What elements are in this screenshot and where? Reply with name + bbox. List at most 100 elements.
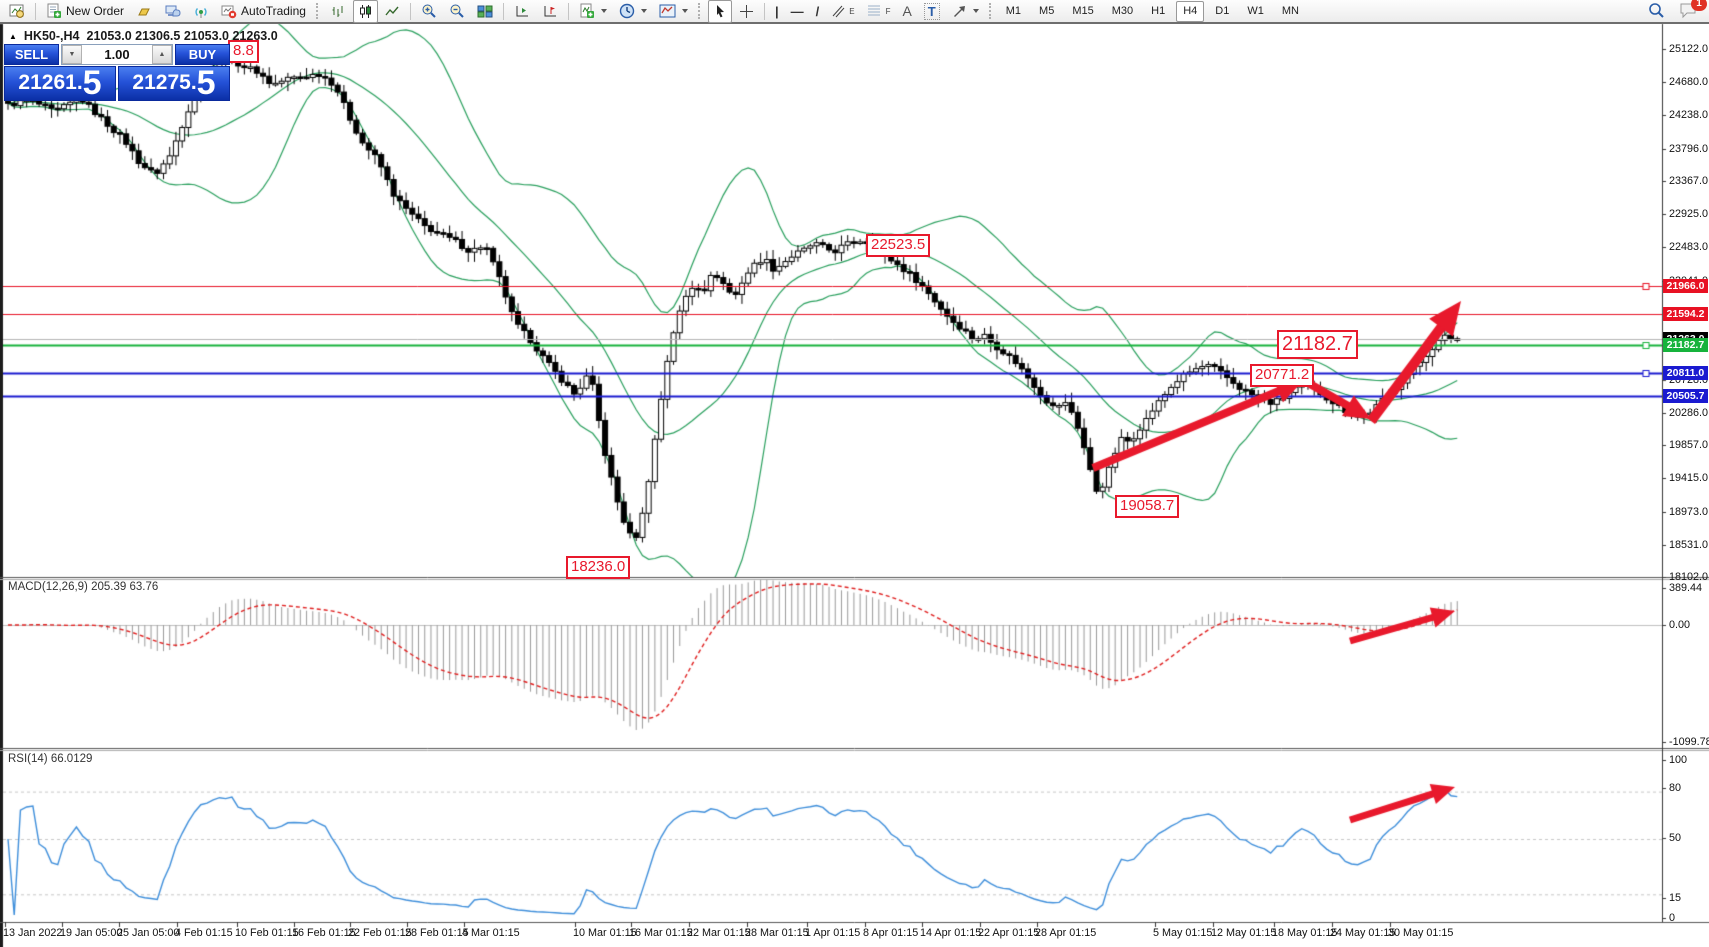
signals-button[interactable] (188, 0, 214, 23)
timeframe-button-M5[interactable]: M5 (1039, 4, 1055, 17)
text-label-tool[interactable]: T (919, 0, 945, 23)
time-axis-label: 10 Feb 01:15 (235, 927, 299, 939)
search-icon[interactable] (1648, 2, 1665, 19)
rsi-axis-tick: 50 (1669, 832, 1682, 844)
timeframe-button-W1[interactable]: W1 (1247, 4, 1264, 17)
text-label-icon: T (923, 2, 940, 20)
timeframe-button-M30[interactable]: M30 (1111, 4, 1134, 17)
timeframe-button-MN[interactable]: MN (1281, 4, 1299, 17)
channel-e-glyph: E (849, 6, 855, 16)
timeframe-button-H1[interactable]: H1 (1151, 4, 1166, 17)
tile-windows-button[interactable] (472, 0, 498, 23)
channel-tool[interactable]: E (826, 0, 859, 23)
horizontal-line-tool[interactable]: — (786, 0, 809, 23)
virtual-hosting-button[interactable] (159, 0, 186, 23)
price-axis-tick: 25122.0 (1669, 43, 1709, 55)
lot-increase-button[interactable]: ▲ (152, 45, 172, 64)
candlestick-chart-button[interactable] (352, 0, 378, 23)
vertical-line-tool[interactable]: | (770, 0, 784, 23)
timeframe-button-D1[interactable]: D1 (1215, 4, 1230, 17)
crosshair-icon (739, 4, 753, 18)
hosting-cloud-icon (165, 5, 181, 16)
price-annotation: 21182.7 (1277, 330, 1358, 359)
price-axis-badge: 21182.7 (1663, 338, 1708, 353)
buy-price[interactable]: 21275. 5 (118, 66, 230, 101)
sell-button[interactable]: SELL (4, 44, 59, 65)
zoom-out-icon (450, 4, 464, 18)
zoom-out-button[interactable] (444, 0, 470, 23)
price-axis-tick: 24680.0 (1669, 76, 1709, 89)
trendline-tool[interactable]: / (811, 0, 825, 23)
time-axis-label: 12 May 01:15 (1211, 927, 1277, 939)
time-axis-label: 1 Apr 01:15 (805, 927, 861, 939)
rsi-axis-tick: 0 (1669, 912, 1676, 924)
timeframe-button-M1[interactable]: M1 (1005, 4, 1022, 17)
vertical-line-icon: | (774, 3, 779, 19)
price-axis-tick: 22925.0 (1669, 208, 1709, 221)
toolbar-grip (988, 3, 994, 19)
fibonacci-tool[interactable]: F (862, 0, 896, 23)
collapse-triangle-icon[interactable]: ▲ (9, 31, 17, 41)
macd-axis-tick: 389.44 (1669, 582, 1703, 594)
separator (567, 2, 569, 20)
periods-button[interactable] (614, 0, 652, 23)
timeframe-button-M15[interactable]: M15 (1072, 4, 1094, 17)
price-axis-badge: 20505.7 (1663, 389, 1708, 404)
new-chart-button[interactable] (4, 0, 30, 23)
toolbar-grip (315, 3, 321, 19)
price-annotation: 8.8 (228, 40, 259, 63)
notifications-button[interactable]: 1 (1679, 0, 1707, 19)
macd-indicator-label: MACD(12,26,9) 205.39 63.76 (8, 581, 159, 593)
time-axis-label: 24 May 01:15 (1330, 927, 1396, 939)
time-axis-label: 30 May 01:15 (1388, 927, 1454, 939)
templates-button[interactable] (654, 0, 693, 23)
gold-bar-icon (138, 8, 150, 16)
new-order-label: New Order (66, 4, 125, 18)
text-tool[interactable]: A (897, 0, 916, 23)
toolbar-grip (697, 3, 703, 19)
time-axis-label: 5 May 01:15 (1153, 927, 1213, 939)
arrows-tool[interactable] (947, 0, 984, 23)
price-annotation: 22523.5 (866, 234, 931, 257)
separator (763, 2, 765, 20)
text-tool-icon: A (902, 3, 912, 19)
new-order-button[interactable]: New Order (41, 0, 129, 23)
lot-decrease-button[interactable]: ▼ (62, 45, 82, 64)
chart-shift-button[interactable] (537, 0, 563, 23)
price-axis-badge: 20811.0 (1663, 366, 1708, 381)
buy-button[interactable]: BUY (175, 44, 230, 65)
tile-windows-icon (477, 5, 493, 17)
fibonacci-icon (867, 5, 880, 16)
time-axis-label: 25 Jan 05:00 (117, 927, 180, 939)
price-axis-tick: 23796.0 (1669, 142, 1709, 155)
auto-scroll-button[interactable] (509, 0, 535, 23)
one-click-trade-panel: SELL ▼ 1.00 ▲ BUY 21261. 5 21275. 5 (4, 44, 230, 101)
zoom-in-button[interactable] (416, 0, 442, 23)
zoom-in-icon (422, 4, 436, 18)
dropdown-caret (972, 9, 979, 13)
ohlc-values: 21053.0 21306.5 21053.0 21263.0 (86, 29, 278, 43)
bar-chart-button[interactable] (326, 0, 351, 23)
price-axis-badge: 21594.2 (1663, 307, 1708, 322)
price-axis-tick: 19857.0 (1669, 439, 1709, 451)
market-button[interactable] (131, 0, 157, 23)
time-axis-label: 22 Apr 01:15 (978, 927, 1040, 939)
sell-price[interactable]: 21261. 5 (4, 66, 116, 101)
signals-icon (195, 7, 207, 18)
timeframe-button-H4[interactable]: H4 (1176, 0, 1205, 22)
time-axis-label: 10 Mar 01:15 (573, 927, 637, 939)
price-annotation: 19058.7 (1115, 495, 1180, 518)
line-chart-button[interactable] (380, 0, 405, 23)
autotrading-button[interactable]: AutoTrading (216, 0, 311, 23)
bar-chart-icon (332, 5, 343, 17)
indicators-button[interactable] (574, 0, 612, 23)
cursor-tool-button[interactable] (707, 0, 732, 23)
time-axis-label: 8 Apr 01:15 (863, 927, 919, 939)
crosshair-tool-button[interactable] (734, 0, 759, 23)
lot-size-value[interactable]: 1.00 (104, 47, 130, 62)
price-axis-tick: 18102.0 (1669, 571, 1709, 584)
time-axis-label: 4 Mar 01:15 (462, 927, 520, 939)
auto-scroll-icon (516, 5, 528, 16)
dropdown-caret (681, 9, 688, 13)
